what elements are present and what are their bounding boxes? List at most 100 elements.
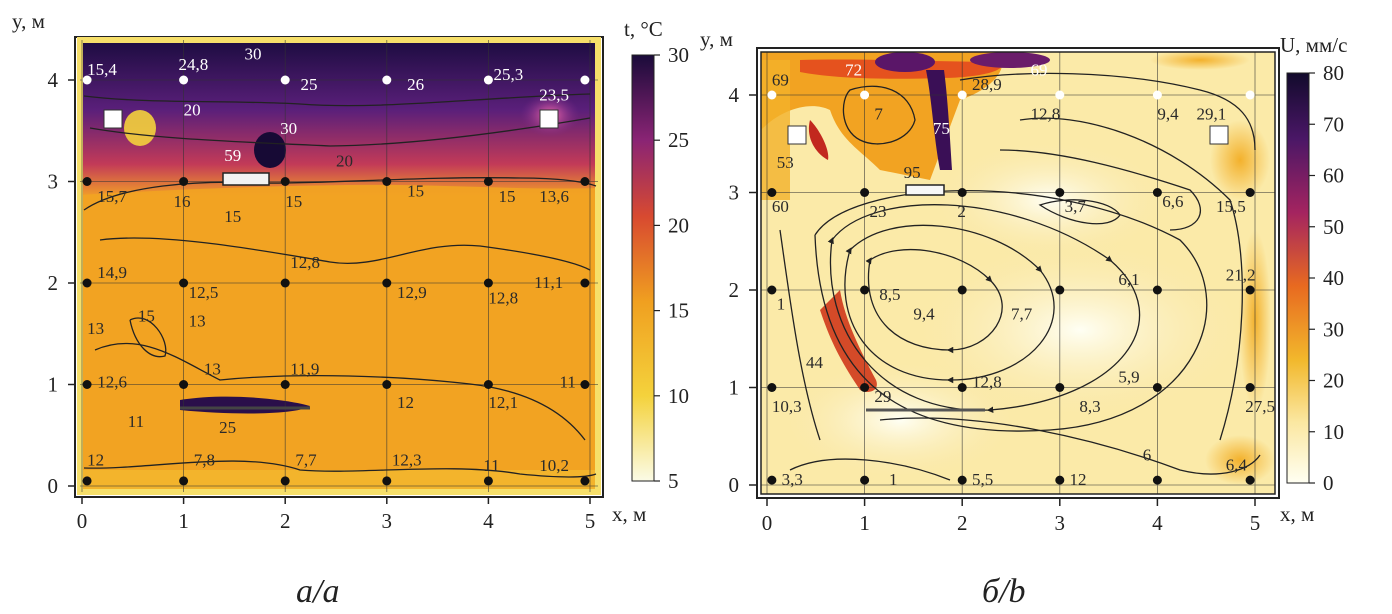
value-label: 9,4	[1157, 104, 1179, 123]
measurement-point	[1152, 475, 1162, 485]
value-label: 7,7	[1011, 304, 1033, 323]
value-label: 7,7	[295, 451, 317, 470]
measurement-point	[580, 278, 590, 288]
colorbar-tick-label: 30	[1323, 317, 1344, 341]
value-label: 12,3	[392, 451, 422, 470]
value-label: 44	[806, 353, 824, 372]
value-label: 29,1	[1196, 104, 1226, 123]
measurement-point	[483, 177, 493, 186]
value-label: 15,5	[1216, 197, 1246, 216]
colorbar-tick-label: 60	[1323, 164, 1344, 188]
colorbar-tick-label: 70	[1323, 112, 1344, 136]
value-label: 23,5	[539, 85, 569, 104]
measurement-point	[179, 476, 189, 486]
measurement-point	[957, 188, 967, 197]
x-tick-label: 0	[77, 509, 88, 533]
value-label: 29	[874, 387, 891, 406]
value-label: 10,2	[539, 456, 569, 475]
measurement-point	[767, 90, 777, 100]
x-tick-label: 1	[859, 511, 870, 535]
value-label: 60	[772, 197, 789, 216]
panel-a-ylabel: y, м	[12, 9, 45, 33]
measurement-point	[1245, 475, 1255, 485]
measurement-point	[860, 90, 870, 100]
value-label: 10,3	[772, 397, 802, 416]
value-label: 11	[560, 373, 576, 392]
measurement-point	[483, 278, 493, 288]
value-label: 13	[87, 319, 104, 338]
x-tick-label: 5	[585, 509, 596, 533]
measurement-point	[179, 75, 189, 85]
y-tick-label: 0	[48, 474, 59, 498]
panel-a-colorbar-label: t, °C	[624, 17, 663, 41]
x-tick-label: 3	[1055, 511, 1066, 535]
value-label: 15	[499, 187, 516, 206]
y-tick-label: 1	[48, 373, 59, 397]
value-label: 15,7	[97, 187, 127, 206]
measurement-point	[280, 380, 290, 389]
x-tick-label: 1	[178, 509, 189, 533]
value-label: 12	[397, 393, 414, 412]
measurement-point	[483, 380, 493, 389]
measurement-point	[957, 90, 967, 100]
colorbar-tick-label: 25	[668, 128, 689, 152]
measurement-point	[1245, 285, 1255, 295]
value-label: 12,9	[397, 283, 427, 302]
measurement-point	[1245, 90, 1255, 100]
measurement-point	[860, 383, 870, 392]
value-label: 8,3	[1079, 397, 1100, 416]
value-label: 8,5	[879, 285, 900, 304]
measurement-point	[382, 380, 392, 389]
value-label: 11,1	[534, 273, 563, 292]
value-label: 25	[300, 75, 317, 94]
value-label: 20	[336, 151, 353, 170]
measurement-point	[280, 75, 290, 85]
value-label: 12	[1070, 470, 1087, 489]
value-label: 75	[933, 119, 950, 138]
measurement-point	[1152, 285, 1162, 295]
value-label: 24,8	[179, 55, 209, 74]
measurement-point	[580, 476, 590, 486]
panel-a-colorbar	[631, 54, 655, 482]
value-label: 13,6	[539, 187, 569, 206]
value-label: 12,8	[972, 373, 1002, 392]
y-tick-label: 4	[729, 83, 740, 107]
colorbar-tick-label: 10	[668, 384, 689, 408]
value-label: 72	[845, 61, 862, 80]
value-label: 11,9	[290, 359, 319, 378]
measurement-point	[280, 177, 290, 186]
value-label: 28,9	[972, 75, 1002, 94]
value-label: 30	[245, 45, 262, 64]
x-tick-label: 4	[483, 509, 494, 533]
value-label: 11	[128, 412, 144, 431]
y-tick-label: 4	[48, 68, 59, 92]
colorbar-tick-label: 5	[668, 469, 679, 493]
measurement-point	[82, 278, 92, 288]
panel-b-caption: б/b	[982, 573, 1026, 610]
value-label: 15	[407, 182, 424, 201]
y-tick-label: 1	[729, 376, 740, 400]
x-tick-label: 4	[1152, 511, 1163, 535]
value-label: 6,4	[1226, 455, 1248, 474]
measurement-point	[382, 177, 392, 186]
colorbar-tick-label: 30	[668, 43, 689, 67]
panel-b-ylabel: y, м	[700, 27, 733, 51]
measurement-point	[1055, 188, 1065, 197]
value-label: 12,6	[97, 373, 127, 392]
measurement-point	[280, 476, 290, 486]
value-label: 25	[219, 418, 236, 437]
value-label: 5,5	[972, 470, 993, 489]
value-label: 13	[204, 359, 221, 378]
value-label: 6	[1143, 446, 1152, 465]
measurement-point	[179, 177, 189, 186]
value-label: 7,8	[194, 451, 215, 470]
measurement-point	[860, 475, 870, 485]
measurement-point	[580, 380, 590, 389]
colorbar-tick-label: 15	[668, 299, 689, 323]
measurement-point	[1245, 383, 1255, 392]
panel-b-colorbar	[1286, 72, 1310, 484]
value-label: 7	[874, 104, 883, 123]
measurement-point	[483, 476, 493, 486]
